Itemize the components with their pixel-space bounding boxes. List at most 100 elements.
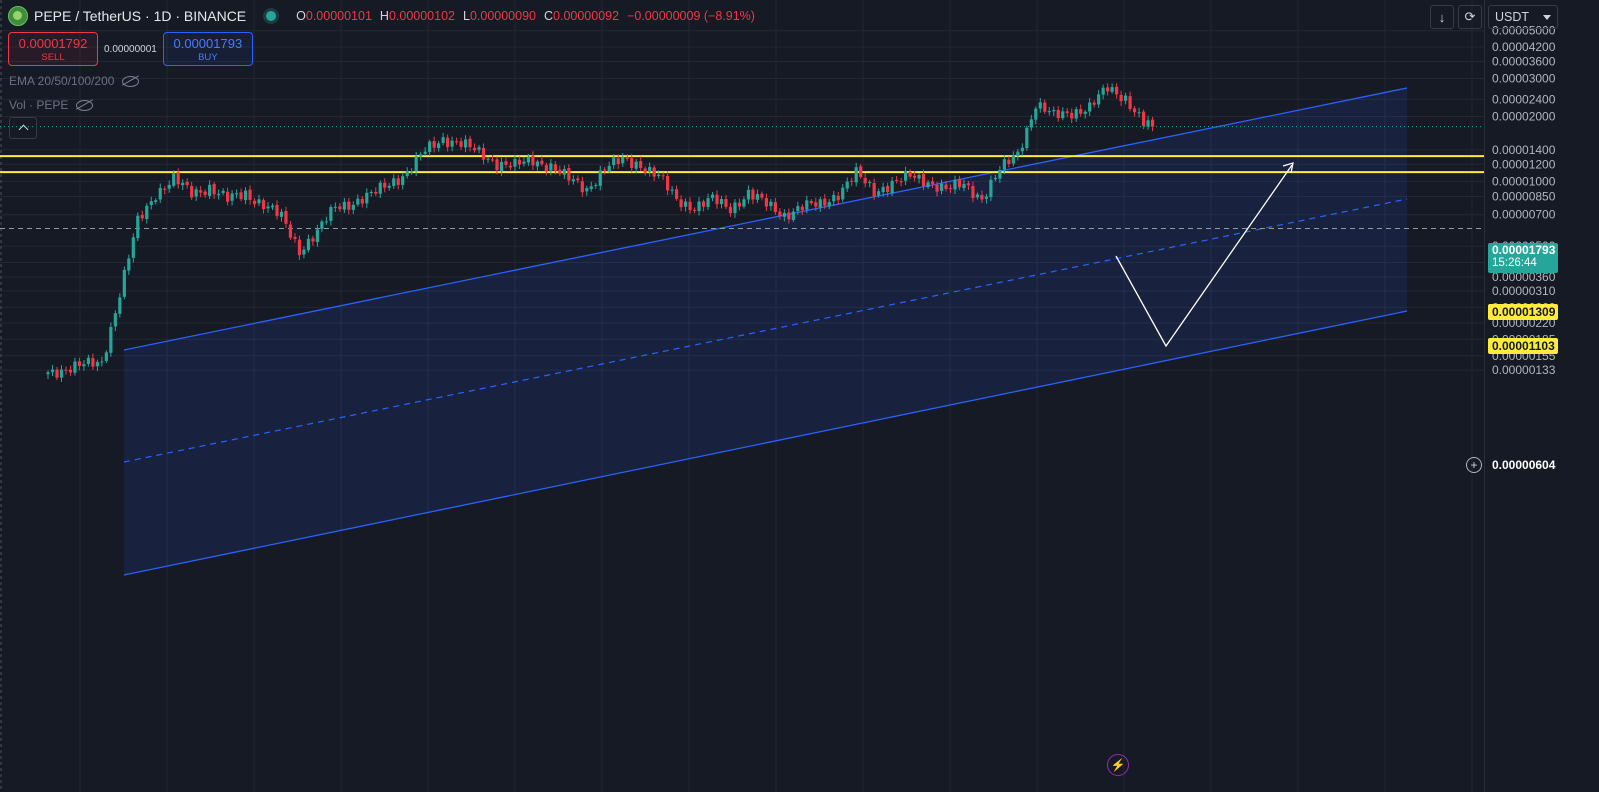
candle-body — [1146, 120, 1150, 127]
sell-button[interactable]: 0.00001792 SELL — [8, 32, 98, 66]
candle-body — [149, 201, 153, 205]
candle-body — [688, 201, 692, 211]
candle-body — [257, 199, 261, 204]
low-label: L — [463, 9, 470, 23]
chevron-down-icon — [1543, 14, 1551, 20]
candle-body — [603, 169, 607, 171]
candle-body — [787, 212, 791, 220]
candle-body — [827, 202, 831, 207]
candle-body — [944, 184, 948, 189]
candle-body — [1074, 109, 1078, 119]
candle-body — [495, 159, 499, 171]
candle-body — [248, 189, 252, 200]
candle-body — [1038, 102, 1042, 109]
auto-scale-button[interactable]: ⟳ — [1458, 5, 1482, 29]
candle-body — [432, 141, 436, 148]
candle-body — [234, 193, 239, 195]
candle-body — [378, 182, 382, 194]
download-button[interactable]: ↓ — [1430, 5, 1454, 29]
candle-body — [82, 364, 86, 367]
candle-body — [486, 158, 490, 160]
candle-body — [73, 361, 77, 373]
candle-body — [701, 201, 706, 207]
buy-price: 0.00001793 — [173, 35, 243, 51]
indicator-ema[interactable]: EMA 20/50/100/200 — [9, 74, 140, 88]
hidden-eye-icon[interactable] — [122, 75, 140, 87]
candle-body — [212, 183, 216, 195]
candle-body — [167, 184, 171, 189]
y-tick-label: 0.00003600 — [1492, 54, 1556, 68]
high-label: H — [379, 9, 389, 23]
candle-body — [423, 151, 427, 154]
pepe-logo-icon — [8, 6, 28, 26]
candle-body — [145, 205, 149, 220]
candle-body — [190, 185, 194, 198]
candle-body — [845, 181, 849, 189]
symbol-title[interactable]: PEPE / TetherUS · 1D · BINANCE — [34, 8, 247, 24]
candle-body — [639, 161, 643, 168]
candle-body — [437, 143, 441, 149]
candle-body — [962, 184, 966, 189]
candle-body — [122, 269, 126, 297]
candle-body — [1137, 112, 1141, 114]
candle-body — [463, 139, 468, 148]
channel-fill — [124, 88, 1407, 575]
candle-body — [158, 188, 162, 200]
candle-body — [329, 207, 333, 221]
candle-body — [172, 173, 176, 186]
candle-body — [791, 211, 795, 220]
candle-body — [850, 180, 854, 182]
candle-body — [796, 206, 800, 211]
candle-body — [912, 175, 917, 178]
hidden-eye-icon[interactable] — [76, 99, 94, 111]
projection-path — [1115, 164, 1293, 348]
candle-body — [396, 178, 400, 185]
candle-body — [499, 162, 504, 171]
candle-body — [715, 194, 719, 205]
candle-body — [1007, 159, 1011, 165]
candle-body — [347, 201, 351, 210]
candle-body — [1065, 111, 1069, 113]
currency-value: USDT — [1495, 10, 1530, 24]
candle-body — [468, 138, 472, 148]
candle-body — [1124, 95, 1128, 101]
candle-body — [55, 369, 59, 378]
candle-body — [1029, 119, 1033, 128]
candle-body — [630, 158, 634, 168]
candle-body — [1061, 111, 1065, 119]
y-tick-label: 0.00000700 — [1492, 208, 1556, 222]
candle-body — [692, 209, 697, 211]
candle-body — [616, 158, 620, 165]
candle-body — [1101, 87, 1105, 95]
candle-body — [118, 297, 122, 314]
candle-body — [194, 189, 198, 197]
candle-body — [666, 175, 670, 191]
candle-body — [446, 137, 450, 148]
candle-body — [1056, 109, 1060, 119]
candle-body — [917, 174, 921, 179]
buy-button[interactable]: 0.00001793 BUY — [162, 32, 253, 66]
candle-body — [288, 224, 293, 238]
candle-body — [127, 258, 131, 271]
candle-body — [576, 178, 580, 181]
y-tick-label: 0.00000850 — [1492, 190, 1556, 204]
y-tick-label: 0.00004200 — [1492, 40, 1556, 54]
candle-body — [243, 190, 248, 201]
vol-label: Vol · PEPE — [9, 98, 69, 112]
lightning-icon[interactable]: ⚡ — [1107, 754, 1129, 776]
collapse-legend-button[interactable] — [9, 117, 37, 139]
candle-body — [921, 174, 926, 187]
ema-label: EMA 20/50/100/200 — [9, 74, 115, 88]
currency-select[interactable]: USDT — [1488, 5, 1558, 29]
candle-body — [270, 205, 275, 208]
add-alert-plus-icon[interactable]: + — [1466, 457, 1482, 473]
candle-body — [315, 229, 319, 243]
candle-body — [1132, 108, 1137, 113]
candle-body — [939, 183, 944, 191]
candle-body — [966, 183, 971, 186]
indicator-volume[interactable]: Vol · PEPE — [9, 98, 94, 112]
candle-body — [428, 141, 432, 153]
candle-body — [454, 141, 459, 143]
candle-body — [571, 179, 575, 182]
